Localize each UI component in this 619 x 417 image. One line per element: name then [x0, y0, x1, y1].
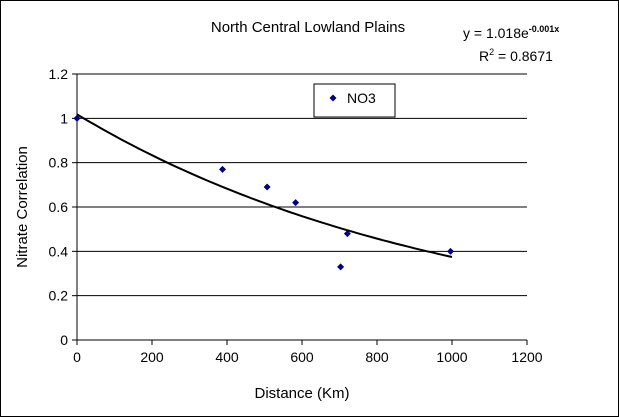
y-tick-label: 0.4: [49, 243, 69, 259]
data-point: [73, 114, 81, 122]
y-tick-label: 1: [60, 110, 68, 126]
y-axis-title: Nitrate Correlation: [14, 146, 31, 268]
x-tick-label: 800: [365, 349, 389, 365]
chart-title: North Central Lowland Plains: [211, 19, 405, 36]
legend: NO3: [313, 83, 396, 118]
trendline-r-squared: R2 = 0.8671: [479, 47, 553, 64]
trendline-equation: y = 1.018e-0.001x: [463, 24, 559, 41]
legend-marker: [329, 94, 337, 102]
data-point: [447, 247, 454, 255]
y-tick-label: 1.2: [49, 66, 69, 82]
y-tick-label: 0: [60, 332, 68, 348]
x-tick-label: 400: [215, 349, 239, 365]
data-point: [337, 263, 345, 271]
trendline: [76, 113, 453, 258]
x-tick-label: 200: [140, 349, 164, 365]
x-tick-labels: 0 200 400 600 800 1000 1200: [73, 349, 543, 365]
data-point: [263, 183, 271, 191]
r-squared-exponent: 2: [489, 47, 494, 57]
r-squared-symbol: R: [479, 48, 489, 64]
gridlines: [77, 73, 527, 297]
data-point: [292, 199, 300, 207]
data-point: [343, 230, 351, 238]
legend-label-no3: NO3: [347, 90, 376, 106]
x-tick-label: 1000: [436, 349, 467, 365]
x-tick-label: 600: [290, 349, 314, 365]
r-squared-value: = 0.8671: [494, 48, 553, 64]
trendline-equation-base: y = 1.018e: [463, 25, 529, 41]
data-point: [219, 165, 226, 173]
x-tick-label: 0: [73, 349, 81, 365]
y-tick-label: 0.8: [49, 155, 69, 171]
trendline-equation-exponent: -0.001x: [529, 24, 560, 34]
x-tick-label: 1200: [511, 349, 542, 365]
legend-box: [313, 83, 396, 118]
data-points: [73, 114, 454, 271]
y-tick-labels: 0 0.2 0.4 0.6 0.8 1 1.2: [49, 66, 69, 348]
x-axis-title: Distance (Km): [254, 385, 349, 402]
y-tick-label: 0.6: [49, 199, 69, 215]
y-tick-label: 0.2: [49, 288, 69, 304]
